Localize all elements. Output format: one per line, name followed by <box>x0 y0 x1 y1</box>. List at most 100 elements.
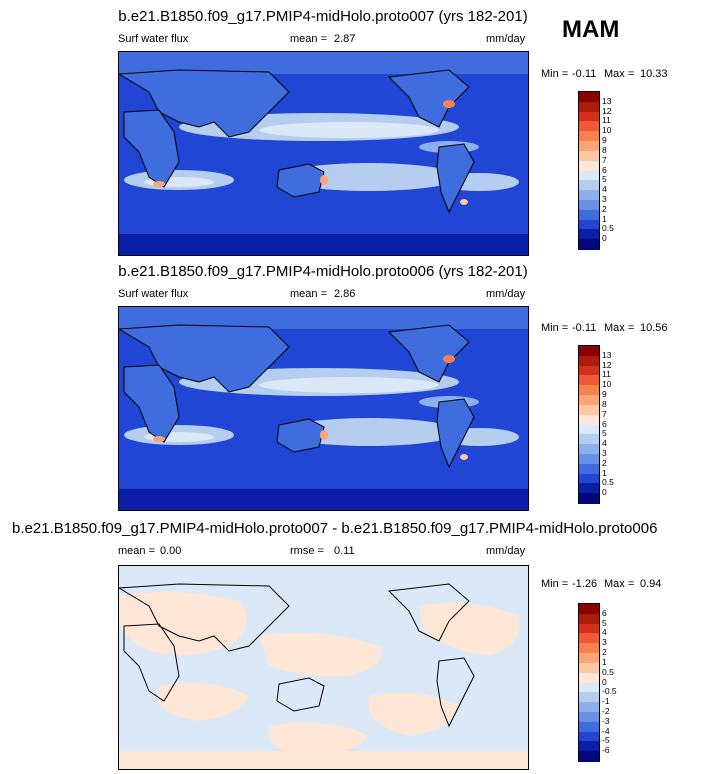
panel-1-max-value: 10.33 <box>640 68 668 80</box>
panel-3-africa <box>123 623 180 702</box>
colorbar-tick-label: 12 <box>602 105 612 116</box>
panel-2-map <box>118 306 529 511</box>
colorbar-cell <box>579 453 599 465</box>
colorbar-cell <box>579 434 599 445</box>
panel-3-north-america <box>387 583 470 642</box>
panel-2-colorbar <box>578 345 600 504</box>
colorbar-tick-label: 1 <box>602 213 607 224</box>
colorbar-cell <box>579 721 599 733</box>
colorbar-tick-label: -3 <box>602 715 610 726</box>
colorbar-tick-label: 12 <box>602 359 612 370</box>
panel-3-mean-value: 0.00 <box>160 545 182 557</box>
colorbar-cell <box>579 662 599 674</box>
colorbar-cell <box>579 751 599 762</box>
colorbar-cell <box>579 404 599 416</box>
panel-1-hotspot-agulhas <box>153 181 165 187</box>
colorbar-cell <box>579 209 599 221</box>
panel-1-units: mm/day <box>486 33 526 45</box>
panel-3-eurasia <box>119 583 290 652</box>
panel-1-colorbar <box>578 91 600 250</box>
panel-2-mean-value: 2.86 <box>334 288 356 300</box>
colorbar-tick-label: 8 <box>602 398 607 409</box>
colorbar-cell <box>579 493 599 504</box>
colorbar-cell <box>579 643 599 654</box>
colorbar-tick-label: 4 <box>602 627 607 638</box>
panel-2-units: mm/day <box>486 288 526 300</box>
colorbar-tick-label: 2 <box>602 203 607 214</box>
panel-2-arctic <box>119 307 528 329</box>
colorbar-tick-label: 5 <box>602 428 607 439</box>
panel-3-patch-4 <box>369 692 459 736</box>
panel-2-band-n-core <box>259 377 439 393</box>
colorbar-cell <box>579 180 599 191</box>
panel-2-hotspot-agulhas <box>153 436 165 442</box>
colorbar-tick-label: -4 <box>602 725 610 736</box>
colorbar-cell <box>579 682 599 693</box>
panel-3-max-value: 0.94 <box>640 578 662 590</box>
colorbar-cell <box>579 463 599 475</box>
colorbar-cell <box>579 92 599 103</box>
panel-2-africa <box>123 364 180 443</box>
panel-2-hotspot-brazil <box>460 454 468 460</box>
panel-3-min-label: Min = <box>541 578 569 590</box>
colorbar-cell <box>579 219 599 230</box>
panel-3-patch-5 <box>419 602 520 656</box>
colorbar-cell <box>579 702 599 713</box>
panel-1-antarctic <box>119 234 528 255</box>
panel-1-north-america <box>387 69 470 128</box>
colorbar-tick-label: 2 <box>602 457 607 468</box>
panel-1-mean-value: 2.87 <box>334 33 356 45</box>
colorbar-tick-label: -0.5 <box>602 686 617 697</box>
colorbar-tick-label: 5 <box>602 174 607 185</box>
panel-1-south-america <box>436 143 475 214</box>
panel-2-hotspot-eaus <box>320 430 328 440</box>
colorbar-tick-label: 7 <box>602 154 607 165</box>
colorbar-tick-label: 1 <box>602 467 607 478</box>
colorbar-cell <box>579 199 599 211</box>
panel-2-max-value: 10.56 <box>640 322 668 334</box>
colorbar-tick-label: 4 <box>602 438 607 449</box>
panel-1-variable: Surf water flux <box>118 33 189 45</box>
colorbar-cell <box>579 101 599 113</box>
panel-1-map-svg <box>119 52 528 255</box>
panel-2-variable: Surf water flux <box>118 288 189 300</box>
panel-3-antarctic <box>119 751 528 769</box>
panel-1-hotspot-gulfstream <box>443 100 455 108</box>
colorbar-cell <box>579 741 599 752</box>
colorbar-tick-label: 4 <box>602 184 607 195</box>
panel-2-map-svg <box>119 307 528 510</box>
panel-1-min-value: -0.11 <box>572 68 597 80</box>
colorbar-tick-label: 7 <box>602 408 607 419</box>
colorbar-tick-label: 8 <box>602 144 607 155</box>
panel-3-patch-1 <box>119 592 247 655</box>
colorbar-cell <box>579 692 599 703</box>
panel-3-map-svg <box>119 566 528 769</box>
panel-3-patch-3 <box>159 682 249 721</box>
colorbar-tick-label: -2 <box>602 705 610 716</box>
colorbar-cell <box>579 604 599 615</box>
panel-3-min-value: -1.26 <box>572 578 598 590</box>
colorbar-tick-label: 13 <box>602 349 612 360</box>
colorbar-tick-label: 0 <box>602 487 607 498</box>
colorbar-cell <box>579 672 599 683</box>
colorbar-tick-label: 0.5 <box>602 223 614 234</box>
colorbar-tick-label: 9 <box>602 389 607 400</box>
panel-3-colorbar <box>578 603 600 762</box>
colorbar-cell <box>579 424 599 435</box>
colorbar-cell <box>579 131 599 142</box>
panel-3-title: b.e21.B1850.f09_g17.PMIP4-midHolo.proto0… <box>12 520 658 537</box>
panel-2-max-label: Max = <box>604 322 635 334</box>
panel-1-hotspot-eaus <box>320 175 328 185</box>
colorbar-cell <box>579 385 599 396</box>
colorbar-cell <box>579 375 599 386</box>
panel-3-patch-6 <box>269 722 369 758</box>
panel-1-title: b.e21.B1850.f09_g17.PMIP4-midHolo.proto0… <box>118 8 528 25</box>
colorbar-tick-label: 11 <box>602 115 611 126</box>
colorbar-tick-label: 6 <box>602 418 607 429</box>
colorbar-cell <box>579 239 599 250</box>
colorbar-cell <box>579 355 599 367</box>
panel-2-australia <box>276 418 325 453</box>
panel-3-max-label: Max = <box>604 578 635 590</box>
colorbar-tick-label: 2 <box>602 647 607 658</box>
colorbar-cell <box>579 473 599 484</box>
